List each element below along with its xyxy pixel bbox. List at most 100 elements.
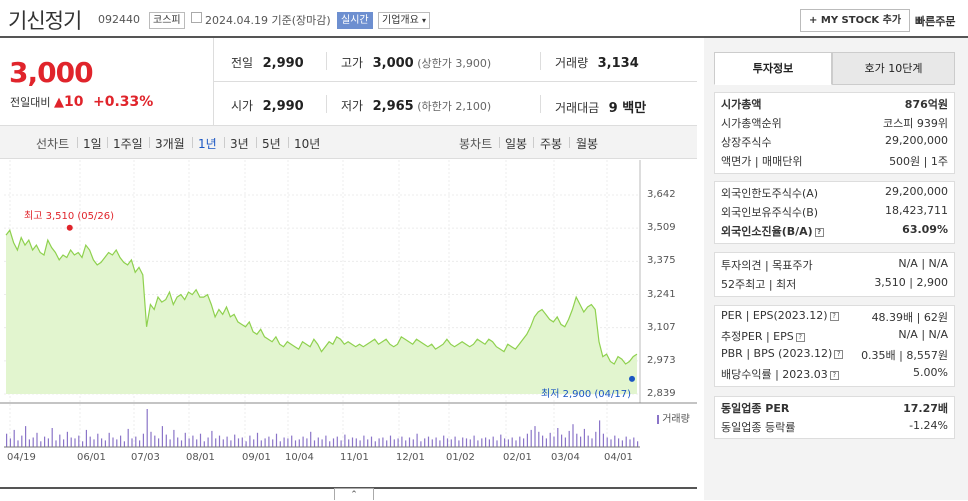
- volume-bar: [602, 433, 604, 447]
- chevron-up-icon[interactable]: ⌃: [334, 488, 374, 500]
- divider: [192, 137, 193, 148]
- volume: 거래량 3,134: [555, 54, 639, 71]
- candle-monthly[interactable]: 월봉: [576, 137, 599, 151]
- volume-bar: [66, 431, 68, 447]
- period-1d[interactable]: 1일: [83, 137, 102, 151]
- volume-bar: [207, 437, 209, 447]
- volume-bar: [63, 439, 65, 447]
- change-label: 전일대비: [10, 96, 51, 109]
- info-key[interactable]: 동일업종 등락률: [721, 421, 796, 434]
- info-row: 투자의견 | 목표주가 N/A | N/A: [721, 257, 948, 276]
- volume-bar: [507, 439, 509, 447]
- volume-bar: [363, 435, 365, 447]
- volume-bar: [561, 434, 563, 447]
- x-tick: 12/01: [396, 452, 425, 463]
- volume-bar: [317, 437, 319, 447]
- volume-bar: [629, 439, 631, 447]
- add-mystock-button[interactable]: + MY STOCK 추가: [800, 9, 911, 32]
- volume-bar: [85, 429, 87, 447]
- info-row: 시가총액순위 코스피 939위: [721, 115, 948, 134]
- period-5y[interactable]: 5년: [262, 137, 281, 151]
- volume-bar: [21, 435, 23, 447]
- volume-bar: [150, 431, 152, 447]
- volume-bar: [272, 439, 274, 447]
- volume-bar: [416, 433, 418, 447]
- volume-bar: [389, 435, 392, 447]
- amount-value: 9 백만: [608, 101, 647, 116]
- period-3y[interactable]: 3년: [230, 137, 249, 151]
- volume-bar: [599, 420, 601, 447]
- volume-bar: [97, 433, 99, 447]
- volume-bar: [230, 440, 232, 447]
- info-value: 3,510 | 2,900: [874, 276, 948, 289]
- company-info-dropdown[interactable]: 기업개요 ▾: [378, 12, 431, 29]
- volume-bar: [234, 434, 236, 447]
- info-key-text: 추정PER | EPS: [721, 330, 794, 343]
- volume-bar: [215, 438, 217, 447]
- volume-bar: [36, 432, 38, 448]
- volume-bar: [519, 436, 521, 448]
- realtime-badge[interactable]: 실시간: [337, 12, 373, 29]
- volume-bar: [367, 439, 369, 447]
- volume-bar: [249, 435, 251, 447]
- quick-order-link[interactable]: 빠른주문: [915, 15, 956, 28]
- divider: [77, 137, 78, 148]
- stock-header: 기신정기 092440 코스피 2024.04.19 기준(장마감) 실시간 기…: [0, 0, 968, 38]
- candle-weekly[interactable]: 주봉: [540, 137, 563, 151]
- volume-bar: [568, 430, 570, 447]
- price-chart[interactable]: [0, 160, 697, 500]
- x-tick: 01/02: [446, 452, 475, 463]
- volume-bar: [325, 435, 327, 447]
- divider: [540, 95, 541, 113]
- help-icon[interactable]: ?: [795, 332, 805, 342]
- volume-bar: [184, 432, 186, 448]
- period-10y[interactable]: 10년: [294, 137, 321, 151]
- volume-bar: [500, 434, 502, 447]
- low-value: 2,965: [372, 99, 414, 114]
- help-icon[interactable]: ?: [834, 349, 844, 359]
- info-key-text: PBR | BPS (2023.12): [721, 347, 833, 360]
- volume-bar: [146, 409, 148, 447]
- amount-label: 거래대금: [555, 101, 600, 115]
- volume-bar: [610, 439, 612, 447]
- volume-bar: [336, 436, 338, 448]
- volume-bar: [78, 435, 80, 447]
- info-value: 48.39배 | 62원: [871, 311, 948, 324]
- volume-bar: [477, 440, 479, 447]
- line-chart-label: 선차트: [36, 137, 70, 151]
- info-value: N/A | N/A: [898, 328, 948, 341]
- info-key[interactable]: 동일업종 PER: [721, 402, 790, 415]
- tab-orderbook[interactable]: 호가 10단계: [832, 52, 955, 85]
- help-icon[interactable]: ?: [829, 370, 839, 380]
- volume-bar: [450, 439, 452, 447]
- volume-bar: [488, 439, 490, 447]
- info-key: 52주최고 | 최저: [721, 278, 797, 291]
- volume-bar: [70, 437, 72, 447]
- volume-bar: [340, 440, 342, 447]
- help-icon[interactable]: ?: [814, 227, 824, 237]
- period-3m[interactable]: 3개월: [155, 137, 185, 151]
- info-value: 코스피 939위: [883, 117, 948, 130]
- x-tick: 04/19: [7, 452, 36, 463]
- info-row: 추정PER | EPS? N/A | N/A: [721, 328, 948, 347]
- candle-daily[interactable]: 일봉: [505, 137, 528, 151]
- period-1y[interactable]: 1년: [198, 137, 217, 151]
- tab-investment-info[interactable]: 투자정보: [714, 52, 832, 85]
- info-key: 외국인소진율(B/A)?: [721, 223, 824, 239]
- chart-grid: [4, 160, 641, 447]
- help-icon[interactable]: ?: [829, 311, 839, 321]
- market-cap-section: 시가총액 876억원 시가총액순위 코스피 939위 상장주식수 29,200,000…: [714, 92, 955, 174]
- volume-bar: [82, 441, 84, 447]
- info-row: 외국인소진율(B/A)? 63.09%: [721, 223, 948, 242]
- info-key-text: 배당수익률 | 2023.03: [721, 368, 828, 381]
- volume-bar: [351, 437, 354, 447]
- volume-bar: [431, 439, 433, 447]
- divider: [149, 137, 150, 148]
- foreign-ownership-section: 외국인한도주식수(A) 29,200,000 외국인보유주식수(B) 18,423,…: [714, 181, 955, 244]
- period-1w[interactable]: 1주일: [113, 137, 143, 151]
- low-label: 저가: [341, 99, 364, 113]
- volume-bar: [523, 438, 525, 447]
- chevron-down-icon: ▾: [422, 16, 427, 25]
- change-value: 10: [63, 94, 84, 110]
- divider: [533, 137, 534, 148]
